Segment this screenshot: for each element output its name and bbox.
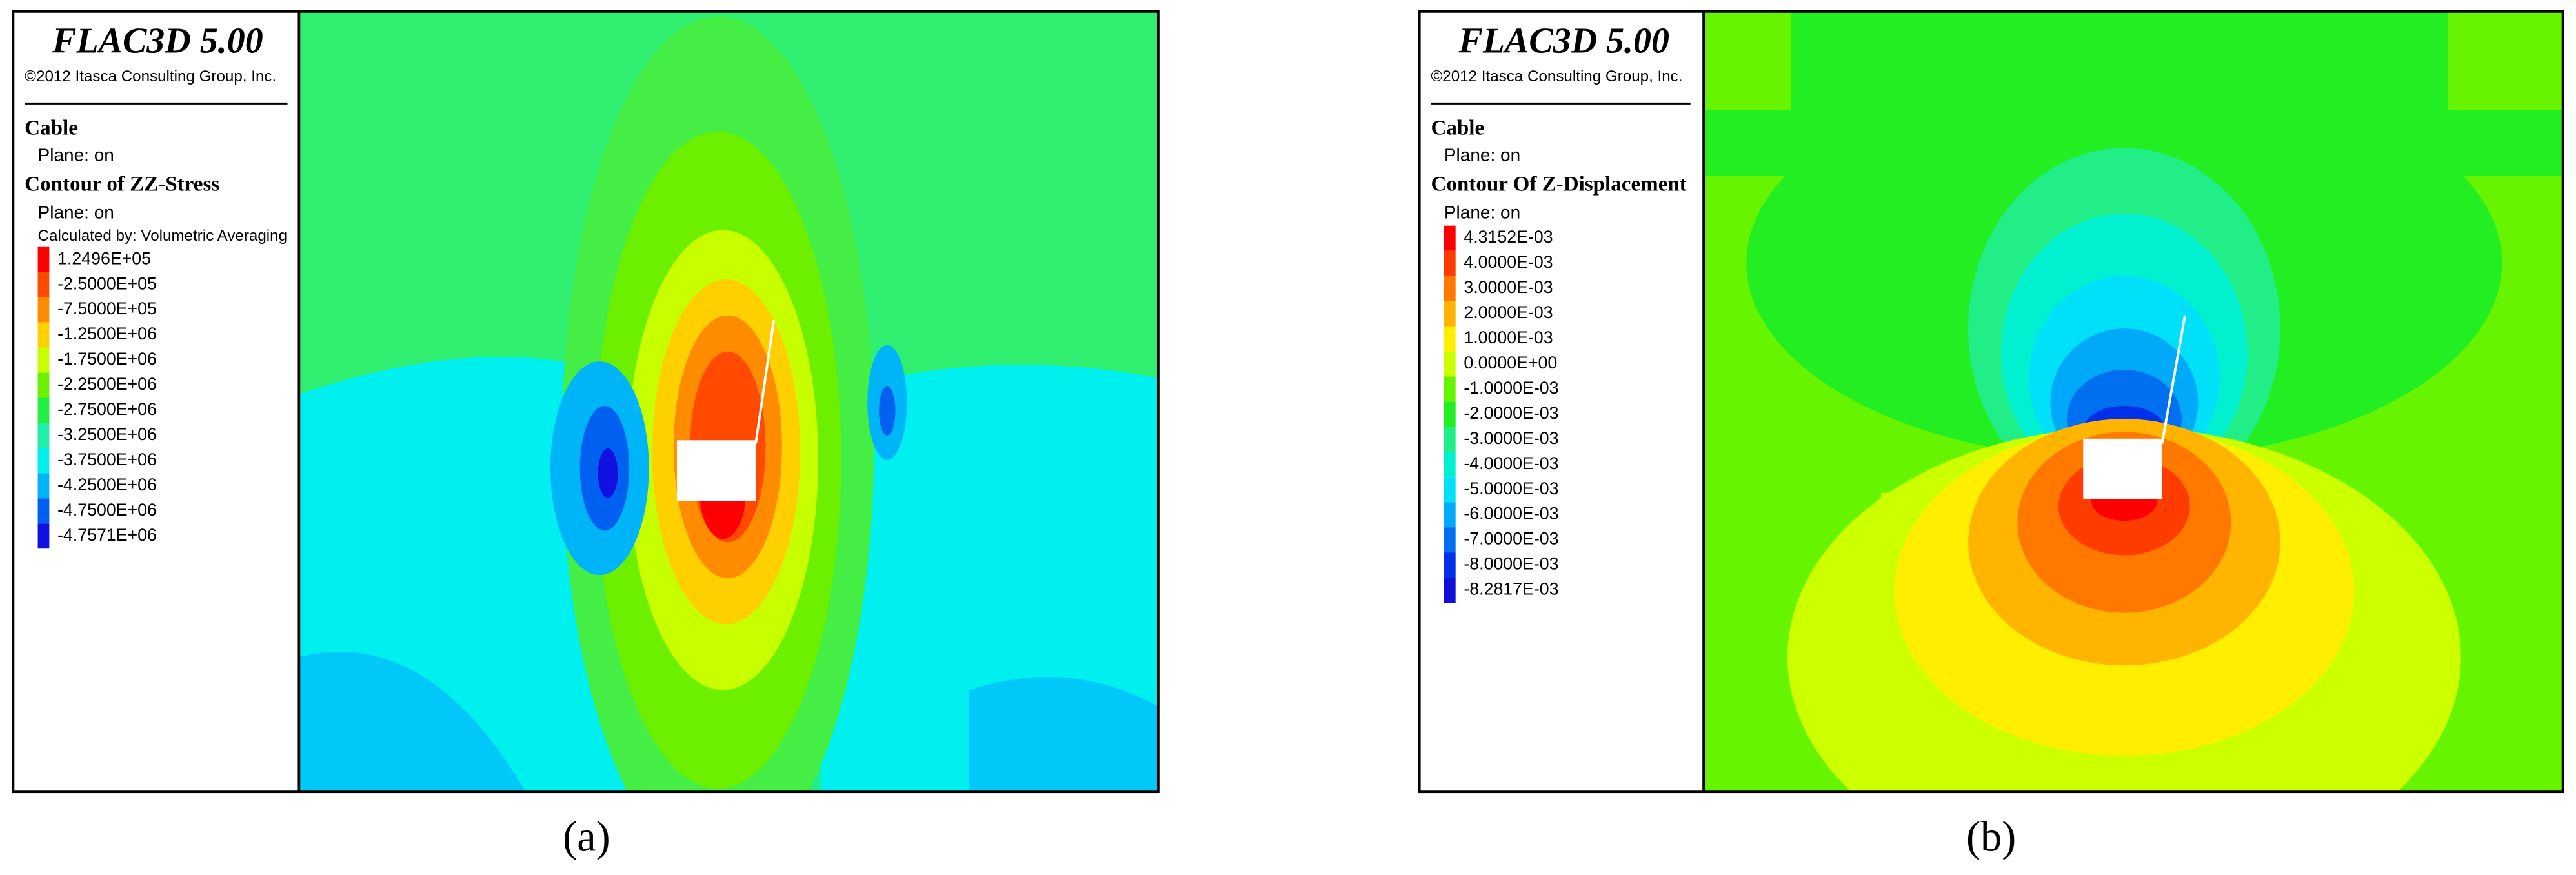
object-label: Cable — [1431, 117, 1484, 140]
caption: (b) — [1966, 814, 2016, 861]
legend-swatch — [37, 473, 50, 499]
legend-label: -8.0000E-03 — [1464, 554, 1558, 574]
legend-swatch — [1444, 250, 1456, 276]
legend-label: 0.0000E+00 — [1464, 353, 1557, 372]
legend-label: -1.7500E+06 — [57, 349, 157, 368]
caption: (a) — [563, 814, 610, 861]
legend-swatch — [1444, 301, 1456, 327]
legend-label: -3.0000E-03 — [1464, 428, 1558, 448]
legend-swatch — [1444, 527, 1456, 553]
contour-field-a — [299, 11, 1158, 792]
object-plane: Plane: on — [1444, 145, 1520, 165]
legend-label: -2.0000E-03 — [1464, 403, 1558, 423]
contour-label: Contour Of Z-Displacement — [1431, 172, 1686, 196]
contour-field-b — [1704, 11, 2563, 792]
legend-swatch — [1444, 376, 1456, 402]
legend-swatch — [1444, 452, 1456, 478]
legend-swatch — [37, 272, 50, 297]
legend-label: -3.2500E+06 — [57, 425, 157, 444]
panel-frame — [1418, 10, 2564, 794]
legend-label: -2.2500E+06 — [57, 374, 157, 394]
legend-label: -4.0000E-03 — [1464, 454, 1558, 473]
legend-label: -1.2500E+06 — [57, 324, 157, 343]
legend-swatch — [37, 523, 50, 549]
legend-label: -4.7500E+06 — [57, 500, 157, 519]
legend-label: -3.7500E+06 — [57, 450, 157, 469]
legend-swatch — [1444, 427, 1456, 452]
object-plane: Plane: on — [38, 145, 114, 165]
legend-swatch — [37, 347, 50, 373]
panel-title: FLAC3D 5.00 — [1458, 21, 1669, 61]
legend-swatch — [37, 448, 50, 474]
legend-label: -8.2817E-03 — [1464, 579, 1558, 599]
legend-label: 4.3152E-03 — [1464, 227, 1553, 246]
legend-swatch — [1444, 276, 1456, 301]
calculated-by: Calculated by: Volumetric Averaging — [38, 227, 288, 245]
contour-plane: Plane: on — [38, 202, 114, 222]
legend-swatch — [1444, 326, 1456, 352]
legend-label: 3.0000E-03 — [1464, 277, 1553, 297]
legend-swatch — [1444, 552, 1456, 578]
legend-label: -7.5000E+05 — [57, 299, 157, 318]
legend-swatch — [37, 397, 50, 423]
legend-swatch — [37, 297, 50, 323]
panel-title: FLAC3D 5.00 — [52, 21, 263, 61]
legend-label: -7.0000E-03 — [1464, 529, 1558, 548]
legend-label: 4.0000E-03 — [1464, 252, 1553, 272]
legend-label: 1.2496E+05 — [57, 248, 151, 268]
legend-swatch — [37, 322, 50, 348]
legend-swatch — [37, 423, 50, 448]
object-label: Cable — [25, 117, 78, 140]
legend-swatch — [1444, 502, 1456, 528]
legend-swatch — [1444, 401, 1456, 427]
panel-frame — [12, 10, 1160, 794]
copyright: ©2012 Itasca Consulting Group, Inc. — [25, 68, 276, 85]
legend-label: -2.5000E+05 — [57, 274, 157, 293]
copyright: ©2012 Itasca Consulting Group, Inc. — [1431, 68, 1682, 85]
legend-label: -6.0000E-03 — [1464, 504, 1558, 523]
legend-swatch — [1444, 578, 1456, 603]
legend-label: 1.0000E-03 — [1464, 328, 1553, 347]
legend-swatch — [1444, 351, 1456, 377]
legend-swatch — [1444, 225, 1456, 251]
legend-label: -5.0000E-03 — [1464, 479, 1558, 498]
contour-plane: Plane: on — [1444, 202, 1520, 222]
legend-label: -2.7500E+06 — [57, 399, 157, 419]
legend-swatch — [37, 246, 50, 272]
legend-label: -4.7571E+06 — [57, 525, 157, 545]
contour-label: Contour of ZZ-Stress — [25, 172, 219, 196]
legend-label: 2.0000E-03 — [1464, 303, 1553, 322]
legend-swatch — [1444, 477, 1456, 503]
legend-swatch — [37, 498, 50, 524]
legend-swatch — [37, 372, 50, 398]
legend-label: -1.0000E-03 — [1464, 378, 1558, 397]
legend-label: -4.2500E+06 — [57, 475, 157, 494]
